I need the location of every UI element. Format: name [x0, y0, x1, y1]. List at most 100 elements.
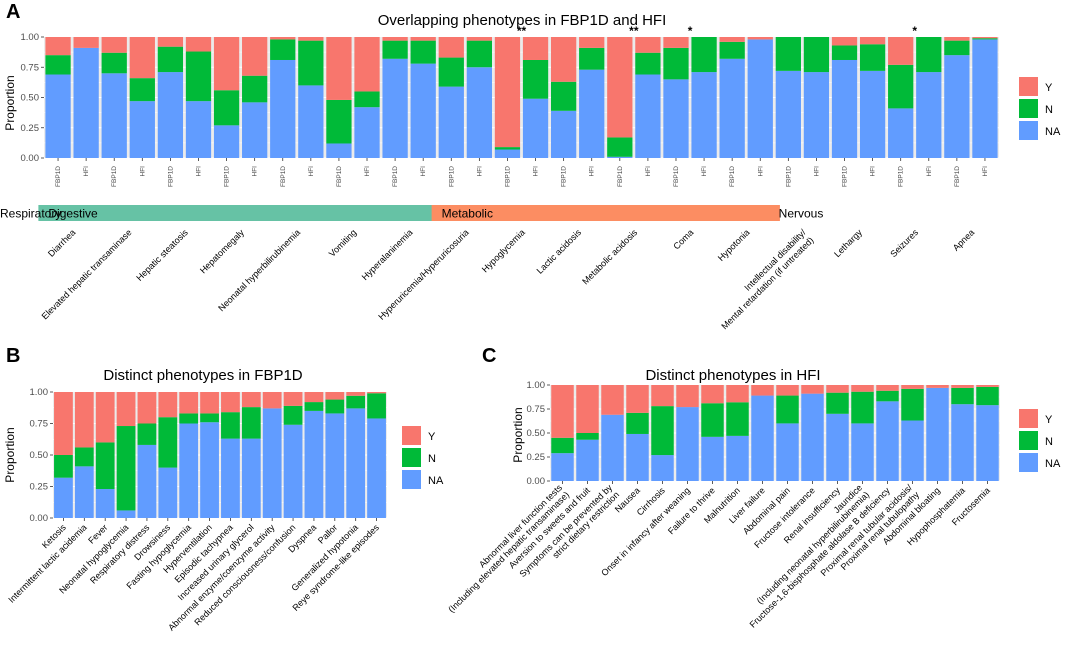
chart-c-bar-na	[551, 453, 574, 481]
chart-c-bar-y	[651, 385, 674, 407]
chart-a-title: Overlapping phenotypes in FBP1D and HFI	[378, 12, 667, 29]
chart-c-bar-y	[926, 385, 949, 388]
chart-a-bar-y	[129, 37, 155, 79]
chart-a-bar-label: HFI	[870, 166, 877, 177]
chart-a-bar-n	[691, 37, 717, 73]
chart-c-bar-na	[701, 436, 724, 481]
chart-c-bar-y	[976, 385, 999, 387]
chart-b-bar-y	[367, 392, 386, 394]
chart-c-bar-na	[876, 401, 899, 481]
chart-a-category-label: Intellectual disability/Mental retardati…	[712, 227, 816, 331]
chart-a-bar-na	[101, 73, 127, 158]
chart-b-bar-y	[221, 392, 240, 413]
chart-a-bar-label: HFI	[645, 166, 652, 177]
legend-c-label: Y	[1045, 414, 1053, 426]
chart-b-bar-na	[116, 510, 136, 518]
chart-a-bar-y	[494, 37, 521, 148]
chart-a-bar-n	[916, 37, 942, 73]
chart-b-bar-na	[54, 477, 73, 518]
legend-b-swatch	[402, 426, 421, 445]
chart-a-bar-n	[157, 46, 184, 73]
chart-a-bar-n	[972, 38, 998, 40]
chart-a-bar-label: FBP1D	[392, 166, 399, 187]
chart-a-bar-n	[270, 39, 296, 60]
chart-a-category-label: Hyperalaninemia	[360, 227, 415, 282]
chart-a-bar-na	[859, 70, 886, 158]
chart-a-ytick-label: 0.75	[21, 62, 40, 73]
chart-a-bar-label: HFI	[139, 166, 146, 177]
chart-b-bar-na	[283, 424, 303, 518]
chart-a-category-label: Vomiting	[327, 227, 358, 258]
panel-letter-c: C	[482, 345, 496, 367]
chart-c-bar-na	[976, 405, 999, 481]
chart-b-bar-y	[241, 392, 261, 408]
chart-a-bar-n	[579, 47, 605, 70]
chart-a-bar-y	[185, 37, 212, 52]
chart-a-bar-n	[719, 41, 745, 59]
chart-b-ytick-label: 0.50	[30, 450, 49, 461]
chart-a-bar-na	[326, 143, 352, 158]
chart-b-bar-n	[158, 417, 178, 468]
chart-a-bar-n	[129, 78, 155, 102]
chart-b-bar-na	[179, 423, 199, 518]
chart-a-bar-label: HFI	[252, 166, 259, 177]
chart-b-bar-y	[179, 392, 199, 414]
chart-b-bar-n	[54, 455, 73, 478]
chart-a-bar-label: FBP1D	[785, 166, 792, 187]
panel-letter-a: A	[6, 1, 20, 23]
chart-b-ytick-label: 0.75	[30, 419, 49, 430]
chart-c-bar-n	[826, 392, 849, 414]
panel-letter-b: B	[6, 345, 20, 367]
chart-a-bar-n	[944, 40, 970, 56]
chart-a-bar-y	[382, 37, 408, 41]
chart-a-bar-y	[438, 37, 464, 58]
chart-a-significance: **	[517, 24, 527, 38]
chart-c-bar-y	[901, 385, 924, 389]
chart-a-bar-y	[719, 37, 745, 42]
chart-b-bar-n	[304, 402, 324, 411]
chart-a-bar-y	[45, 37, 71, 56]
chart-a-bar-n	[326, 99, 352, 144]
chart-a-category-label: Elevated hepatic transaminase	[40, 227, 134, 321]
chart-c-ytick-label: 0.25	[527, 452, 546, 463]
chart-a-bar-y	[354, 37, 380, 92]
chart-a-bar-na	[73, 47, 99, 158]
chart-a-group-strip	[38, 205, 443, 221]
chart-a-bar-n	[859, 44, 886, 71]
chart-a-bar-n	[101, 52, 127, 74]
chart-a-bar-na	[129, 101, 155, 158]
chart-b-bar-n	[241, 407, 261, 439]
legend-c-label: N	[1045, 436, 1053, 448]
chart-a: 0.00 0.25 0.50 0.75 1.00 FBP1D HFI FBP1D HFI FBP1…	[0, 24, 999, 331]
chart-a-category-label: Seizures	[888, 227, 920, 259]
chart-a-bar-y	[747, 37, 773, 40]
chart-a-bar-n	[213, 90, 240, 126]
chart-c-bar-na	[776, 423, 799, 481]
chart-a-bar-y	[101, 37, 127, 53]
chart-b-bar-y	[346, 392, 366, 396]
chart-a-bar-n	[242, 75, 268, 103]
chart-b-bar-n	[137, 423, 157, 445]
chart-a-bar-y	[298, 37, 324, 41]
chart-a-bar-na	[944, 55, 970, 158]
chart-a-bar-label: FBP1D	[561, 166, 568, 187]
chart-a-category-label-line: Intellectual disability/	[742, 227, 808, 293]
chart-a-group-label: Digestive	[48, 207, 98, 221]
chart-c-bar-y	[751, 385, 774, 396]
chart-c-ytick-label: 0.75	[527, 404, 546, 415]
chart-a-bar-y	[213, 37, 240, 91]
chart-b-bar-na	[346, 408, 366, 518]
chart-a-bar-label: FBP1D	[111, 166, 118, 187]
chart-c-bar-n	[576, 433, 599, 440]
chart-a-bar-label: FBP1D	[448, 166, 455, 187]
chart-a-bar-label: FBP1D	[842, 166, 849, 187]
chart-a-bar-n	[382, 40, 408, 59]
chart-b-bar-na	[304, 410, 324, 518]
chart-a-bar-label: HFI	[533, 166, 540, 177]
chart-a-ylabel: Proportion	[3, 75, 17, 130]
chart-c-bar-y	[551, 385, 574, 438]
chart-b-ytick-label: 0.25	[30, 482, 49, 493]
legend-c-swatch	[1019, 453, 1038, 472]
chart-b-bar-y	[325, 392, 345, 400]
